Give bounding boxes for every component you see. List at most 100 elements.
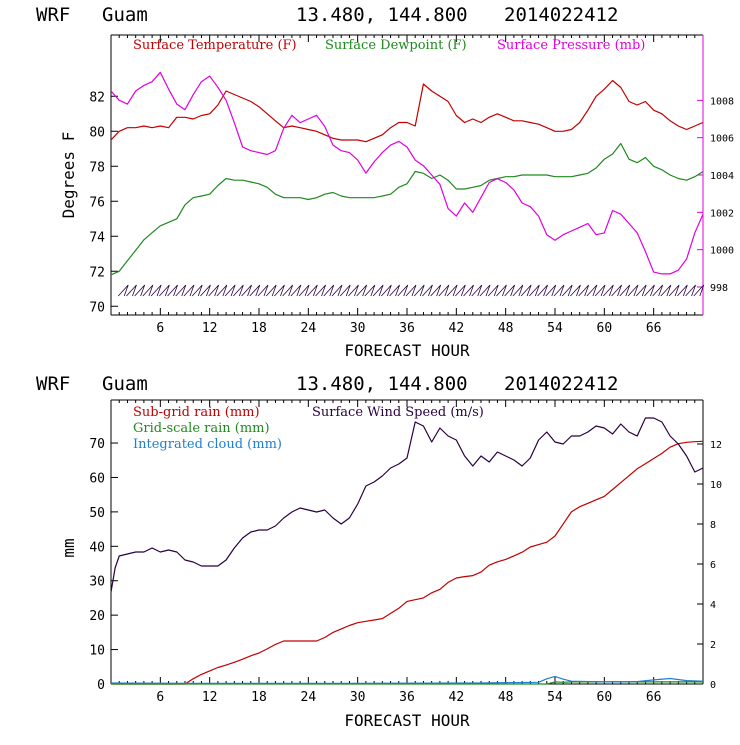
wind-barb <box>233 284 244 297</box>
y-tick-label: 60 <box>89 471 105 486</box>
panel-2-header: WRF Guam 13.480, 144.800 2014022412 <box>36 373 618 395</box>
wind-barb <box>216 284 228 297</box>
gridscale-rain-legend: Grid-scale rain (mm) <box>133 421 270 436</box>
x-tick-label: 48 <box>498 321 514 336</box>
wind-barb <box>405 284 417 297</box>
wind-barb <box>372 284 384 297</box>
x-tick-label: 54 <box>547 321 563 336</box>
wind-barb <box>323 284 335 297</box>
y-tick-label: 74 <box>89 230 105 245</box>
subgrid-rain-legend: Sub-grid rain (mm) <box>133 405 260 420</box>
wind-barb <box>594 284 606 297</box>
wind-barb <box>479 284 491 297</box>
coordinates-label: 13.480, 144.800 <box>296 4 468 26</box>
integrated-cloud-legend: Integrated cloud (mm) <box>133 437 282 452</box>
wind-barb <box>561 284 573 297</box>
location-label: Guam <box>102 4 148 26</box>
wind-barb <box>413 284 425 297</box>
wind-barb <box>208 284 220 297</box>
y2-tick-label: 12 <box>710 440 722 451</box>
x-tick-label: 24 <box>301 690 317 705</box>
wind-barb <box>175 284 187 297</box>
y2-tick-label: 1008 <box>710 96 734 107</box>
surface-wind-speed-line <box>110 417 704 593</box>
wind-barb <box>668 284 680 297</box>
wind-barb <box>603 284 614 297</box>
wind-barb <box>290 284 302 297</box>
wind-barb <box>570 284 581 297</box>
x-tick-label: 18 <box>251 690 267 705</box>
x-tick-label: 24 <box>301 321 317 336</box>
wind-barb <box>150 284 162 297</box>
y-tick-label: 0 <box>97 678 105 693</box>
model-label: WRF <box>36 373 70 395</box>
wind-barb <box>693 284 705 297</box>
x-tick-label: 42 <box>449 321 465 336</box>
wind-barb <box>200 284 211 297</box>
surface-temperature-legend: Surface Temperature (F) <box>133 38 297 53</box>
wind-barb <box>611 284 622 297</box>
x-tick-label: 12 <box>202 690 218 705</box>
y2-tick-label: 8 <box>710 520 716 531</box>
wind-barb <box>126 284 137 297</box>
wind-barb <box>134 284 146 297</box>
y2-tick-label: 10 <box>710 480 722 491</box>
wind-barb <box>471 284 483 297</box>
wind-barb <box>627 284 639 297</box>
y-tick-label: 30 <box>89 575 105 590</box>
wind-barb <box>586 284 598 297</box>
x-tick-label: 60 <box>597 690 613 705</box>
y2-tick-label: 1002 <box>710 208 734 219</box>
x-tick-label: 18 <box>251 321 267 336</box>
wind-barb <box>487 284 499 297</box>
wind-barb <box>159 284 170 297</box>
wind-barb <box>660 284 672 297</box>
wind-barb <box>117 284 129 297</box>
x-tick-label: 30 <box>350 321 366 336</box>
wind-barb <box>496 284 507 297</box>
surface-temperature-line <box>110 79 704 143</box>
wind-barb <box>463 284 474 297</box>
y2-tick-label: 1006 <box>710 134 734 145</box>
y2-tick-label: 1004 <box>710 171 734 182</box>
coordinates-label: 13.480, 144.800 <box>296 373 468 395</box>
surface-pressure-legend: Surface Pressure (mb) <box>497 38 645 53</box>
wind-barb <box>315 284 326 297</box>
wind-barb <box>142 284 154 297</box>
wind-barb <box>364 284 376 297</box>
x-tick-label: 48 <box>498 690 514 705</box>
wind-barb <box>282 284 294 297</box>
subgrid-rain-line <box>111 440 704 685</box>
surface-dewpoint-line <box>110 142 704 276</box>
y2-tick-label: 0 <box>710 680 716 691</box>
wind-barb <box>249 284 261 297</box>
init-time-label: 2014022412 <box>504 373 618 395</box>
wind-barb <box>397 284 409 297</box>
wind-barb <box>644 284 655 297</box>
y-tick-label: 80 <box>89 125 105 140</box>
wind-barb <box>537 284 548 297</box>
wind-barb <box>619 284 631 297</box>
wind-barb <box>438 284 450 297</box>
wind-barb <box>381 284 392 297</box>
y2-tick-label: 998 <box>710 283 728 294</box>
integrated-cloud-line <box>110 675 704 684</box>
wind-barb <box>553 284 565 297</box>
x-tick-label: 66 <box>646 321 662 336</box>
wind-barb <box>331 284 343 297</box>
wind-barb <box>274 284 285 297</box>
y-tick-label: 78 <box>89 160 105 175</box>
wind-barb <box>339 284 351 297</box>
wind-barb <box>512 284 524 297</box>
wind-barb <box>241 284 252 297</box>
wind-barb <box>677 284 688 297</box>
y-tick-label: 70 <box>89 300 105 315</box>
surface-pressure-line <box>110 71 704 275</box>
y-axis-label: Degrees F <box>59 132 78 219</box>
x-tick-label: 12 <box>202 321 218 336</box>
y2-tick-label: 6 <box>710 560 716 571</box>
y-tick-label: 76 <box>89 195 105 210</box>
y2-tick-label: 1000 <box>710 246 734 257</box>
y-tick-label: 20 <box>89 609 105 624</box>
